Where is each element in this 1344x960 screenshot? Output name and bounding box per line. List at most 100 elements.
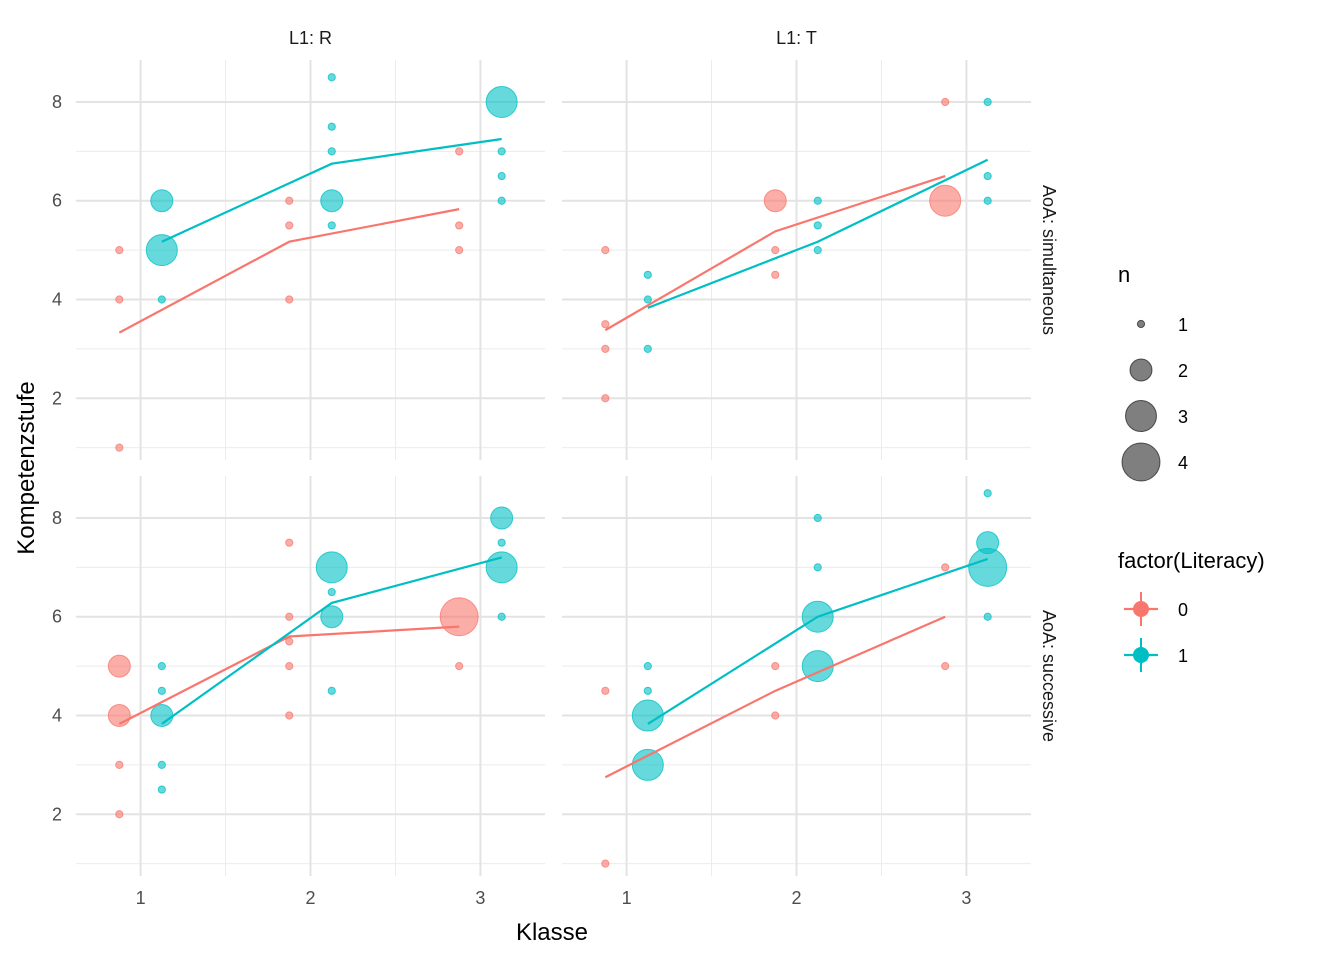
data-point [157,295,166,304]
data-point [771,662,780,671]
data-point [115,443,124,452]
series-line [604,615,946,779]
data-point [439,597,479,637]
y-tick-label: 2 [52,804,62,824]
color-legend-key [1133,601,1149,617]
data-point [115,295,124,304]
x-tick-label: 2 [305,888,315,908]
data-point [327,587,336,597]
size-legend-key [1125,400,1157,432]
size-legend-item: 3 [1125,400,1188,432]
row-strip-label: AoA: successive [1039,610,1059,742]
data-point [455,221,464,230]
data-point [455,147,464,156]
data-point [983,196,992,205]
data-point [497,171,506,181]
data-point [941,563,950,572]
color-legend-item: 1 [1124,638,1188,672]
data-point [485,551,518,584]
x-tick-label: 1 [622,888,632,908]
data-point [285,295,294,304]
size-legend-item: 2 [1129,358,1188,382]
data-point [157,785,166,794]
facet-panel [115,73,518,452]
data-point [115,810,124,819]
data-point [320,189,344,213]
data-point [643,270,652,279]
data-point [813,513,822,523]
data-point [983,612,992,621]
size-legend-label: 2 [1178,361,1188,381]
data-point [497,147,506,156]
data-point [485,85,518,118]
data-point [320,605,344,629]
data-point [115,246,124,255]
y-tick-label: 6 [52,607,62,627]
size-legend-key [1129,358,1153,382]
data-point [631,699,664,732]
color-legend: 01 [1124,592,1188,672]
x-tick-label: 3 [475,888,485,908]
panel-grid [76,476,545,876]
data-point [285,612,294,621]
data-point [327,686,336,695]
data-point [285,662,294,671]
data-point [643,662,652,671]
size-legend-title: n [1118,262,1130,287]
data-point [285,196,294,205]
data-point [150,189,174,213]
data-point [601,859,610,868]
series-line [647,158,989,309]
size-legend-label: 3 [1178,407,1188,427]
color-legend-label: 1 [1178,646,1188,666]
data-point [327,221,336,230]
data-point [983,97,992,107]
data-point [107,654,131,678]
data-point [601,686,610,695]
data-point [631,748,664,781]
panel-grid [76,60,545,460]
panel-grid [562,476,1031,876]
color-legend-label: 0 [1178,600,1188,620]
size-legend-label: 4 [1178,453,1188,473]
data-point [813,221,822,230]
row-strip-label: AoA: simultaneous [1039,185,1059,335]
axes: 2 4 6 8 2 4 6 8 1 2 3 1 2 3 [52,92,971,908]
data-point [763,189,787,213]
y-tick-label: 4 [52,290,62,310]
data-point [813,246,822,255]
data-point [490,506,514,530]
data-point [983,171,992,181]
size-legend-item: 1 [1136,315,1188,335]
size-legend-key [1136,319,1146,329]
panel-grid [562,60,1031,460]
data-point [497,538,506,547]
y-tick-label: 4 [52,706,62,726]
data-point [771,246,780,255]
data-point [285,221,294,230]
data-point [157,760,166,769]
y-tick-label: 6 [52,191,62,211]
data-point [813,196,822,205]
strip-labels: L1: R L1: T AoA: simultaneous AoA: successi… [289,28,1059,742]
facet-panel [601,489,1008,868]
data-point [285,637,294,646]
data-point [941,97,950,107]
data-point [941,662,950,671]
data-point [497,196,506,205]
color-legend-key [1133,647,1149,663]
data-point [157,686,166,695]
size-legend-label: 1 [1178,315,1188,335]
color-legend-item: 0 [1124,592,1188,626]
series-line [647,557,989,725]
facet-panel [107,506,518,819]
data-point [601,394,610,403]
data-point [285,711,294,720]
data-point [601,246,610,255]
data-point [145,234,178,267]
data-point [157,662,166,671]
y-axis-title: Kompetenzstufe [13,381,40,554]
column-strip-label: L1: R [289,28,332,48]
data-point [327,147,336,156]
